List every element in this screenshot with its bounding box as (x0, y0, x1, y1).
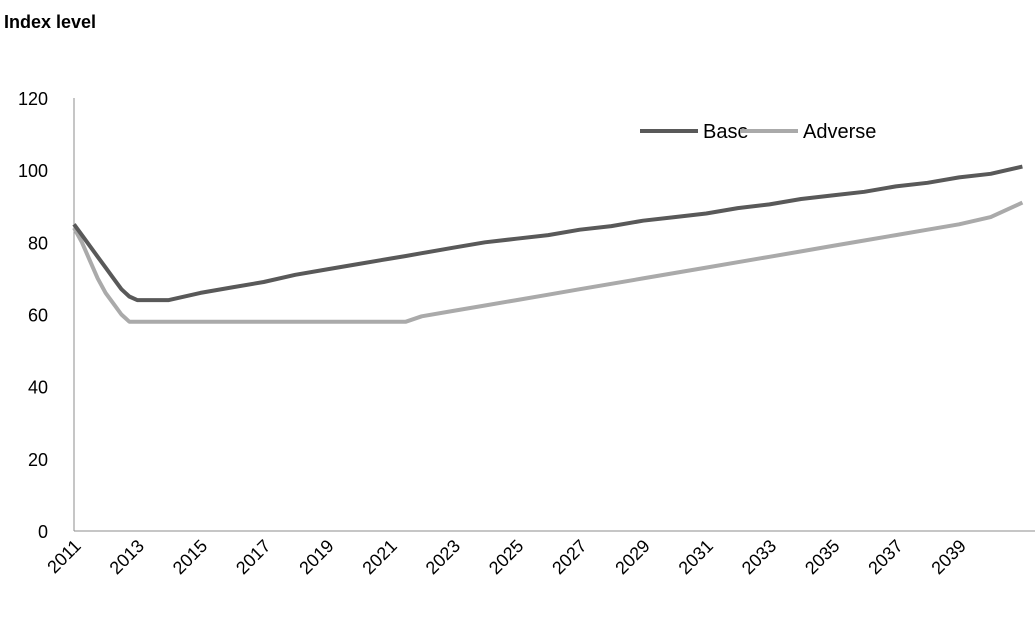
x-tick-label: 2017 (232, 536, 274, 578)
x-tick-label: 2023 (422, 536, 464, 578)
x-tick-label: 2013 (106, 536, 148, 578)
x-tick-label: 2033 (738, 536, 780, 578)
x-tick-label: 2029 (611, 536, 653, 578)
y-axis-ticks: 0 20 40 60 80 100 120 (18, 89, 48, 542)
axes (73, 98, 1035, 532)
series-line-base (72, 164, 1023, 303)
y-tick-label: 40 (28, 378, 48, 398)
y-tick-label: 80 (28, 233, 48, 253)
x-tick-label: 2039 (928, 536, 970, 578)
y-tick-label: 60 (28, 306, 48, 326)
y-tick-label: 20 (28, 450, 48, 470)
x-tick-label: 2021 (358, 536, 400, 578)
chart-title: Index level (4, 12, 97, 32)
legend: Base Adverse (640, 121, 876, 143)
x-tick-label: 2027 (548, 536, 590, 578)
y-tick-label: 100 (18, 161, 48, 181)
x-tick-label: 2015 (169, 536, 211, 578)
y-tick-label: 0 (38, 522, 48, 542)
x-tick-label: 2037 (864, 536, 906, 578)
series-lines (72, 164, 1024, 324)
x-axis-ticks: 2011 2013 2015 2017 2019 2021 2023 2025 2027 2029… (43, 536, 970, 578)
x-tick-label: 2031 (675, 536, 717, 578)
x-tick-label: 2035 (801, 536, 843, 578)
x-tick-label: 2019 (295, 536, 337, 578)
y-tick-label: 120 (18, 89, 48, 109)
x-tick-label: 2025 (485, 536, 527, 578)
legend-label-base: Base (703, 121, 749, 143)
x-tick-label: 2011 (43, 536, 85, 578)
series-line-adverse (72, 200, 1024, 324)
legend-label-adverse: Adverse (803, 121, 876, 143)
